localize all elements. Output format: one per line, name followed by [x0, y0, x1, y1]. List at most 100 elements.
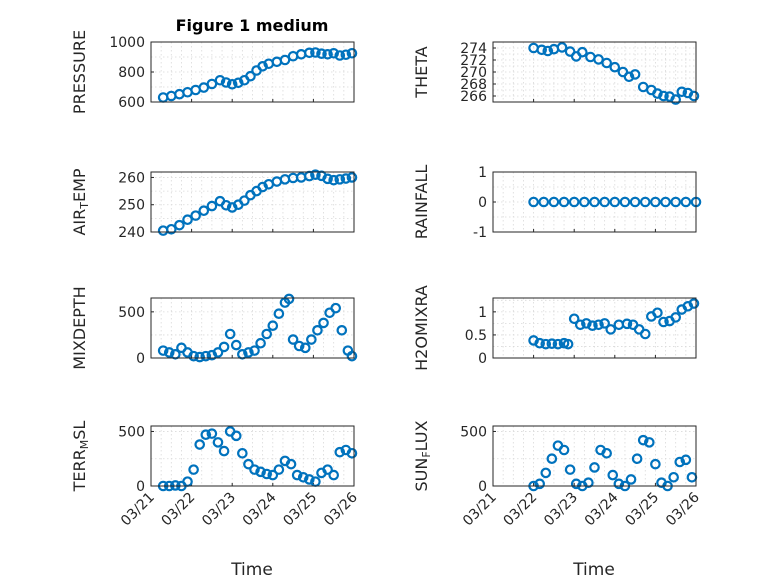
axes-frame — [150, 171, 355, 233]
y-axis-label-part: THETA — [412, 46, 431, 98]
x-tick-label: 03/23 — [541, 490, 581, 530]
data-point — [283, 293, 295, 305]
data-point — [318, 317, 329, 329]
data-point — [287, 334, 299, 345]
data-point — [336, 325, 348, 336]
data-point — [170, 349, 181, 360]
data-point — [306, 334, 317, 345]
data-point — [188, 350, 199, 362]
data-point — [609, 61, 621, 73]
data-point — [340, 49, 352, 61]
data-point — [316, 48, 327, 59]
y-tick-label: 0.5 — [465, 328, 487, 344]
data-point — [299, 342, 311, 354]
data-point — [587, 320, 598, 331]
subplot-terrmsl: 0 500 TERRMSL 03/21 03/22 03/23 03/24 03/25 03/2… — [70, 421, 361, 530]
subplot-pressure: 600 800 1000 PRESSURE — [70, 30, 358, 114]
data-point — [346, 47, 358, 59]
data-point — [574, 319, 586, 331]
y-axis-label-part: RAINFALL — [412, 165, 431, 240]
data-point — [212, 437, 224, 448]
y-tick-label: 600 — [118, 95, 145, 111]
data-point — [304, 474, 315, 485]
axes-frame — [492, 425, 697, 487]
data-point — [249, 464, 260, 475]
y-tick-label: 266 — [460, 89, 487, 105]
data-point — [328, 469, 339, 481]
y-axis-label-part: SL — [70, 421, 89, 440]
data-point — [346, 172, 358, 183]
data-point — [613, 478, 625, 490]
x-tick-label: 03/25 — [622, 490, 662, 530]
data-point — [255, 337, 266, 349]
data-point — [546, 453, 558, 465]
axes-frame — [492, 41, 697, 103]
y-tick-label: 272 — [460, 53, 487, 69]
y-axis-label: PRESSURE — [70, 30, 89, 114]
y-axis-label: TERRMSL — [70, 421, 91, 493]
data-point — [273, 308, 285, 319]
y-tick-label: 1000 — [109, 35, 145, 51]
y-tick-label: 1 — [478, 165, 487, 181]
data-point — [577, 46, 588, 58]
y-axis-label: SUNFLUX — [412, 420, 433, 491]
y-axis-label: THETA — [412, 46, 431, 98]
data-point — [558, 196, 570, 208]
y-tick-label: 240 — [118, 225, 145, 241]
figure-title: Figure 1 medium — [176, 16, 329, 35]
subplot-h2omixra: 0 0.5 1 H2OMIXRA — [412, 285, 700, 371]
data-point — [322, 48, 333, 60]
data-point — [650, 458, 661, 470]
data-point — [599, 196, 610, 208]
data-point — [200, 350, 212, 362]
data-point — [340, 173, 352, 184]
data-point — [218, 445, 230, 457]
axes-background — [493, 426, 696, 486]
data-point — [631, 453, 643, 465]
x-tick-label: 03/25 — [280, 490, 320, 530]
data-point — [198, 82, 210, 93]
data-point — [174, 219, 185, 231]
y-tick-label: 260 — [118, 170, 145, 186]
data-point — [538, 196, 550, 208]
data-point — [670, 312, 681, 323]
data-point — [157, 345, 169, 356]
data-point — [540, 338, 552, 350]
data-point — [670, 196, 681, 208]
data-point — [680, 454, 692, 466]
y-tick-label: 0 — [478, 479, 487, 495]
data-point — [619, 196, 631, 208]
data-point — [536, 44, 548, 56]
y-axis-label-part: EMP — [70, 168, 89, 202]
y-tick-label: 0 — [136, 351, 145, 367]
data-point — [224, 328, 236, 340]
data-point — [346, 447, 358, 459]
data-point — [688, 90, 700, 102]
data-point — [237, 447, 248, 459]
data-point — [330, 302, 342, 314]
data-point — [267, 320, 279, 331]
data-point — [334, 446, 346, 458]
data-point — [548, 196, 560, 208]
y-axis-label-part: F — [420, 451, 433, 457]
data-point — [589, 462, 600, 473]
data-point — [261, 328, 273, 340]
data-point — [328, 47, 339, 59]
data-point — [556, 42, 568, 53]
subplot-sunflux: 0 500 SUNFLUX 03/21 03/22 03/23 03/24 03/25 03/2… — [412, 420, 703, 529]
data-point — [564, 464, 576, 475]
data-point — [625, 474, 637, 485]
data-point — [668, 471, 679, 483]
data-point — [637, 434, 649, 446]
data-point — [652, 88, 663, 99]
data-point — [322, 173, 333, 185]
x-tick-label: 03/26 — [663, 489, 703, 529]
axes-frame — [150, 297, 355, 359]
x-tick-label: 03/21 — [460, 490, 500, 530]
data-point — [650, 196, 661, 208]
data-point — [194, 351, 206, 363]
y-axis-label-part: LUX — [412, 420, 431, 451]
x-tick-label: 03/24 — [240, 489, 280, 529]
